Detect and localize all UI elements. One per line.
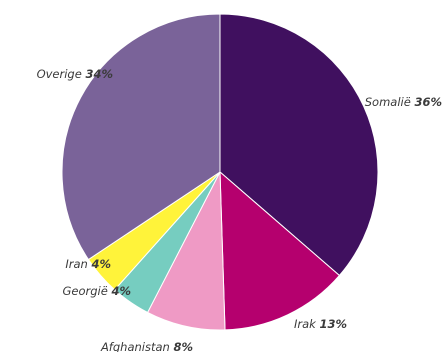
slice-label-category: Iran [65, 257, 91, 271]
slice-label-iran: Iran 4% [65, 257, 111, 271]
slice-label-value: 4% [110, 284, 131, 298]
slice-label-category: Overige [37, 67, 86, 81]
slice-label-irak: Irak 13% [294, 317, 347, 331]
slice-label-value: 8% [173, 340, 193, 352]
pie-slice-irak [219, 170, 341, 331]
pie-slice-overige [61, 13, 221, 261]
pie-slices [61, 13, 379, 331]
slice-label-overige: Overige 34% [37, 67, 113, 81]
slice-label-value: 34% [85, 67, 113, 81]
slice-label-georgie: Georgië 4% [62, 284, 131, 298]
pie-slice-somalie [219, 13, 379, 277]
slice-label-category: Irak [294, 317, 319, 331]
slice-label-value: 36% [414, 95, 442, 109]
slice-label-afghanistan: Afghanistan 8% [100, 340, 193, 352]
slice-label-somalie: Somalië 36% [365, 95, 442, 109]
slice-label-value: 13% [319, 317, 347, 331]
pie-labels: Somalië 36% Irak 13% Afghanistan 8% Georgië… [37, 67, 442, 352]
slice-label-category: Somalië [365, 95, 415, 109]
slice-label-category: Georgië [62, 284, 111, 298]
slice-label-value: 4% [90, 257, 111, 271]
slice-label-category: Afghanistan [100, 340, 174, 352]
